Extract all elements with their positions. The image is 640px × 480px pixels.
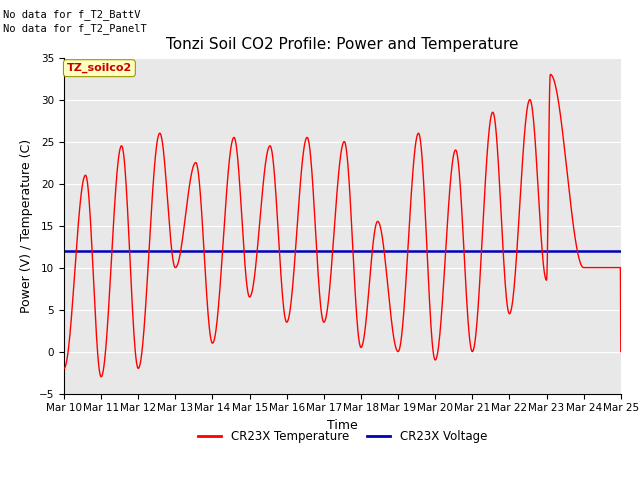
Text: TZ_soilco2: TZ_soilco2: [67, 63, 132, 73]
Text: No data for f_T2_BattV: No data for f_T2_BattV: [3, 9, 141, 20]
Y-axis label: Power (V) / Temperature (C): Power (V) / Temperature (C): [20, 139, 33, 312]
X-axis label: Time: Time: [327, 419, 358, 432]
Legend: CR23X Temperature, CR23X Voltage: CR23X Temperature, CR23X Voltage: [193, 426, 492, 448]
Title: Tonzi Soil CO2 Profile: Power and Temperature: Tonzi Soil CO2 Profile: Power and Temper…: [166, 37, 518, 52]
Text: No data for f_T2_PanelT: No data for f_T2_PanelT: [3, 23, 147, 34]
